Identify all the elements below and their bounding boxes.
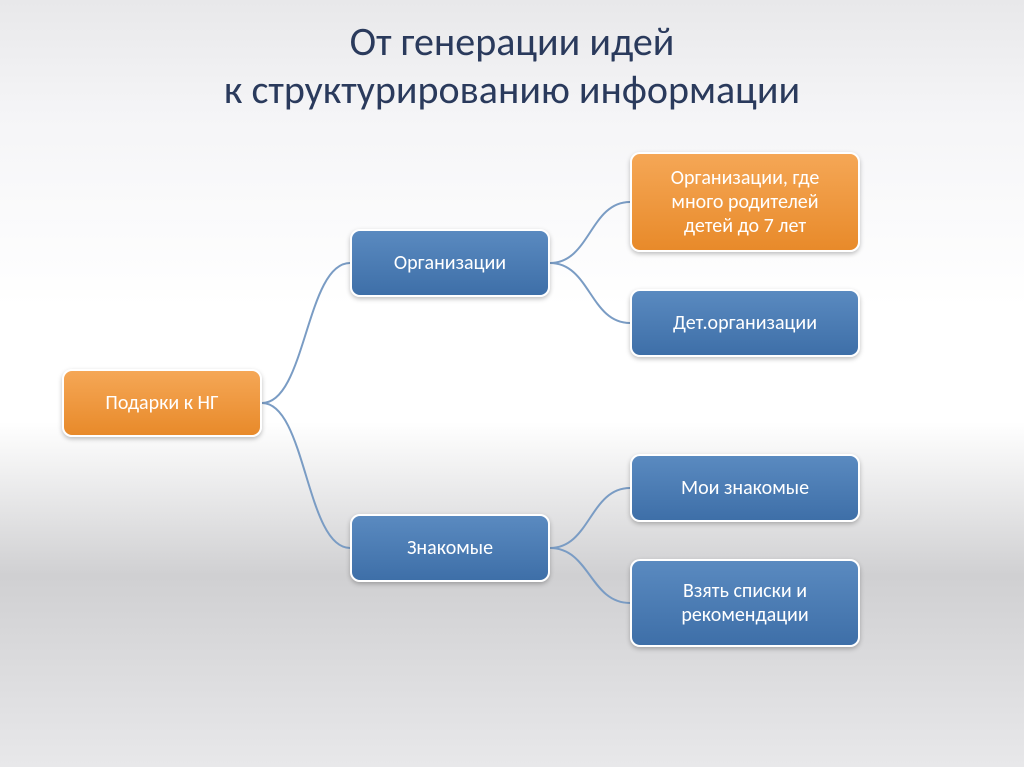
edge-org-org1 bbox=[550, 202, 630, 263]
edge-znak-znak2 bbox=[550, 548, 630, 603]
node-znak2: Взять списки и рекомендации bbox=[630, 559, 860, 647]
node-root: Подарки к НГ bbox=[62, 369, 262, 437]
slide-title: От генерации идей к структурированию инф… bbox=[0, 0, 1024, 114]
tree-diagram: Подарки к НГ Организации Знакомые Организац… bbox=[0, 134, 1024, 734]
node-org2: Дет.организации bbox=[630, 289, 860, 357]
node-org1: Организации, где много родителей детей д… bbox=[630, 152, 860, 252]
node-znak: Знакомые bbox=[350, 514, 550, 582]
edge-org-org2 bbox=[550, 263, 630, 323]
node-znak1: Мои знакомые bbox=[630, 454, 860, 522]
title-line-1: От генерации идей bbox=[0, 18, 1024, 66]
edge-root-org bbox=[262, 263, 350, 403]
edge-znak-znak1 bbox=[550, 488, 630, 548]
node-org: Организации bbox=[350, 229, 550, 297]
edge-root-znak bbox=[262, 403, 350, 548]
title-line-2: к структурированию информации bbox=[0, 66, 1024, 114]
